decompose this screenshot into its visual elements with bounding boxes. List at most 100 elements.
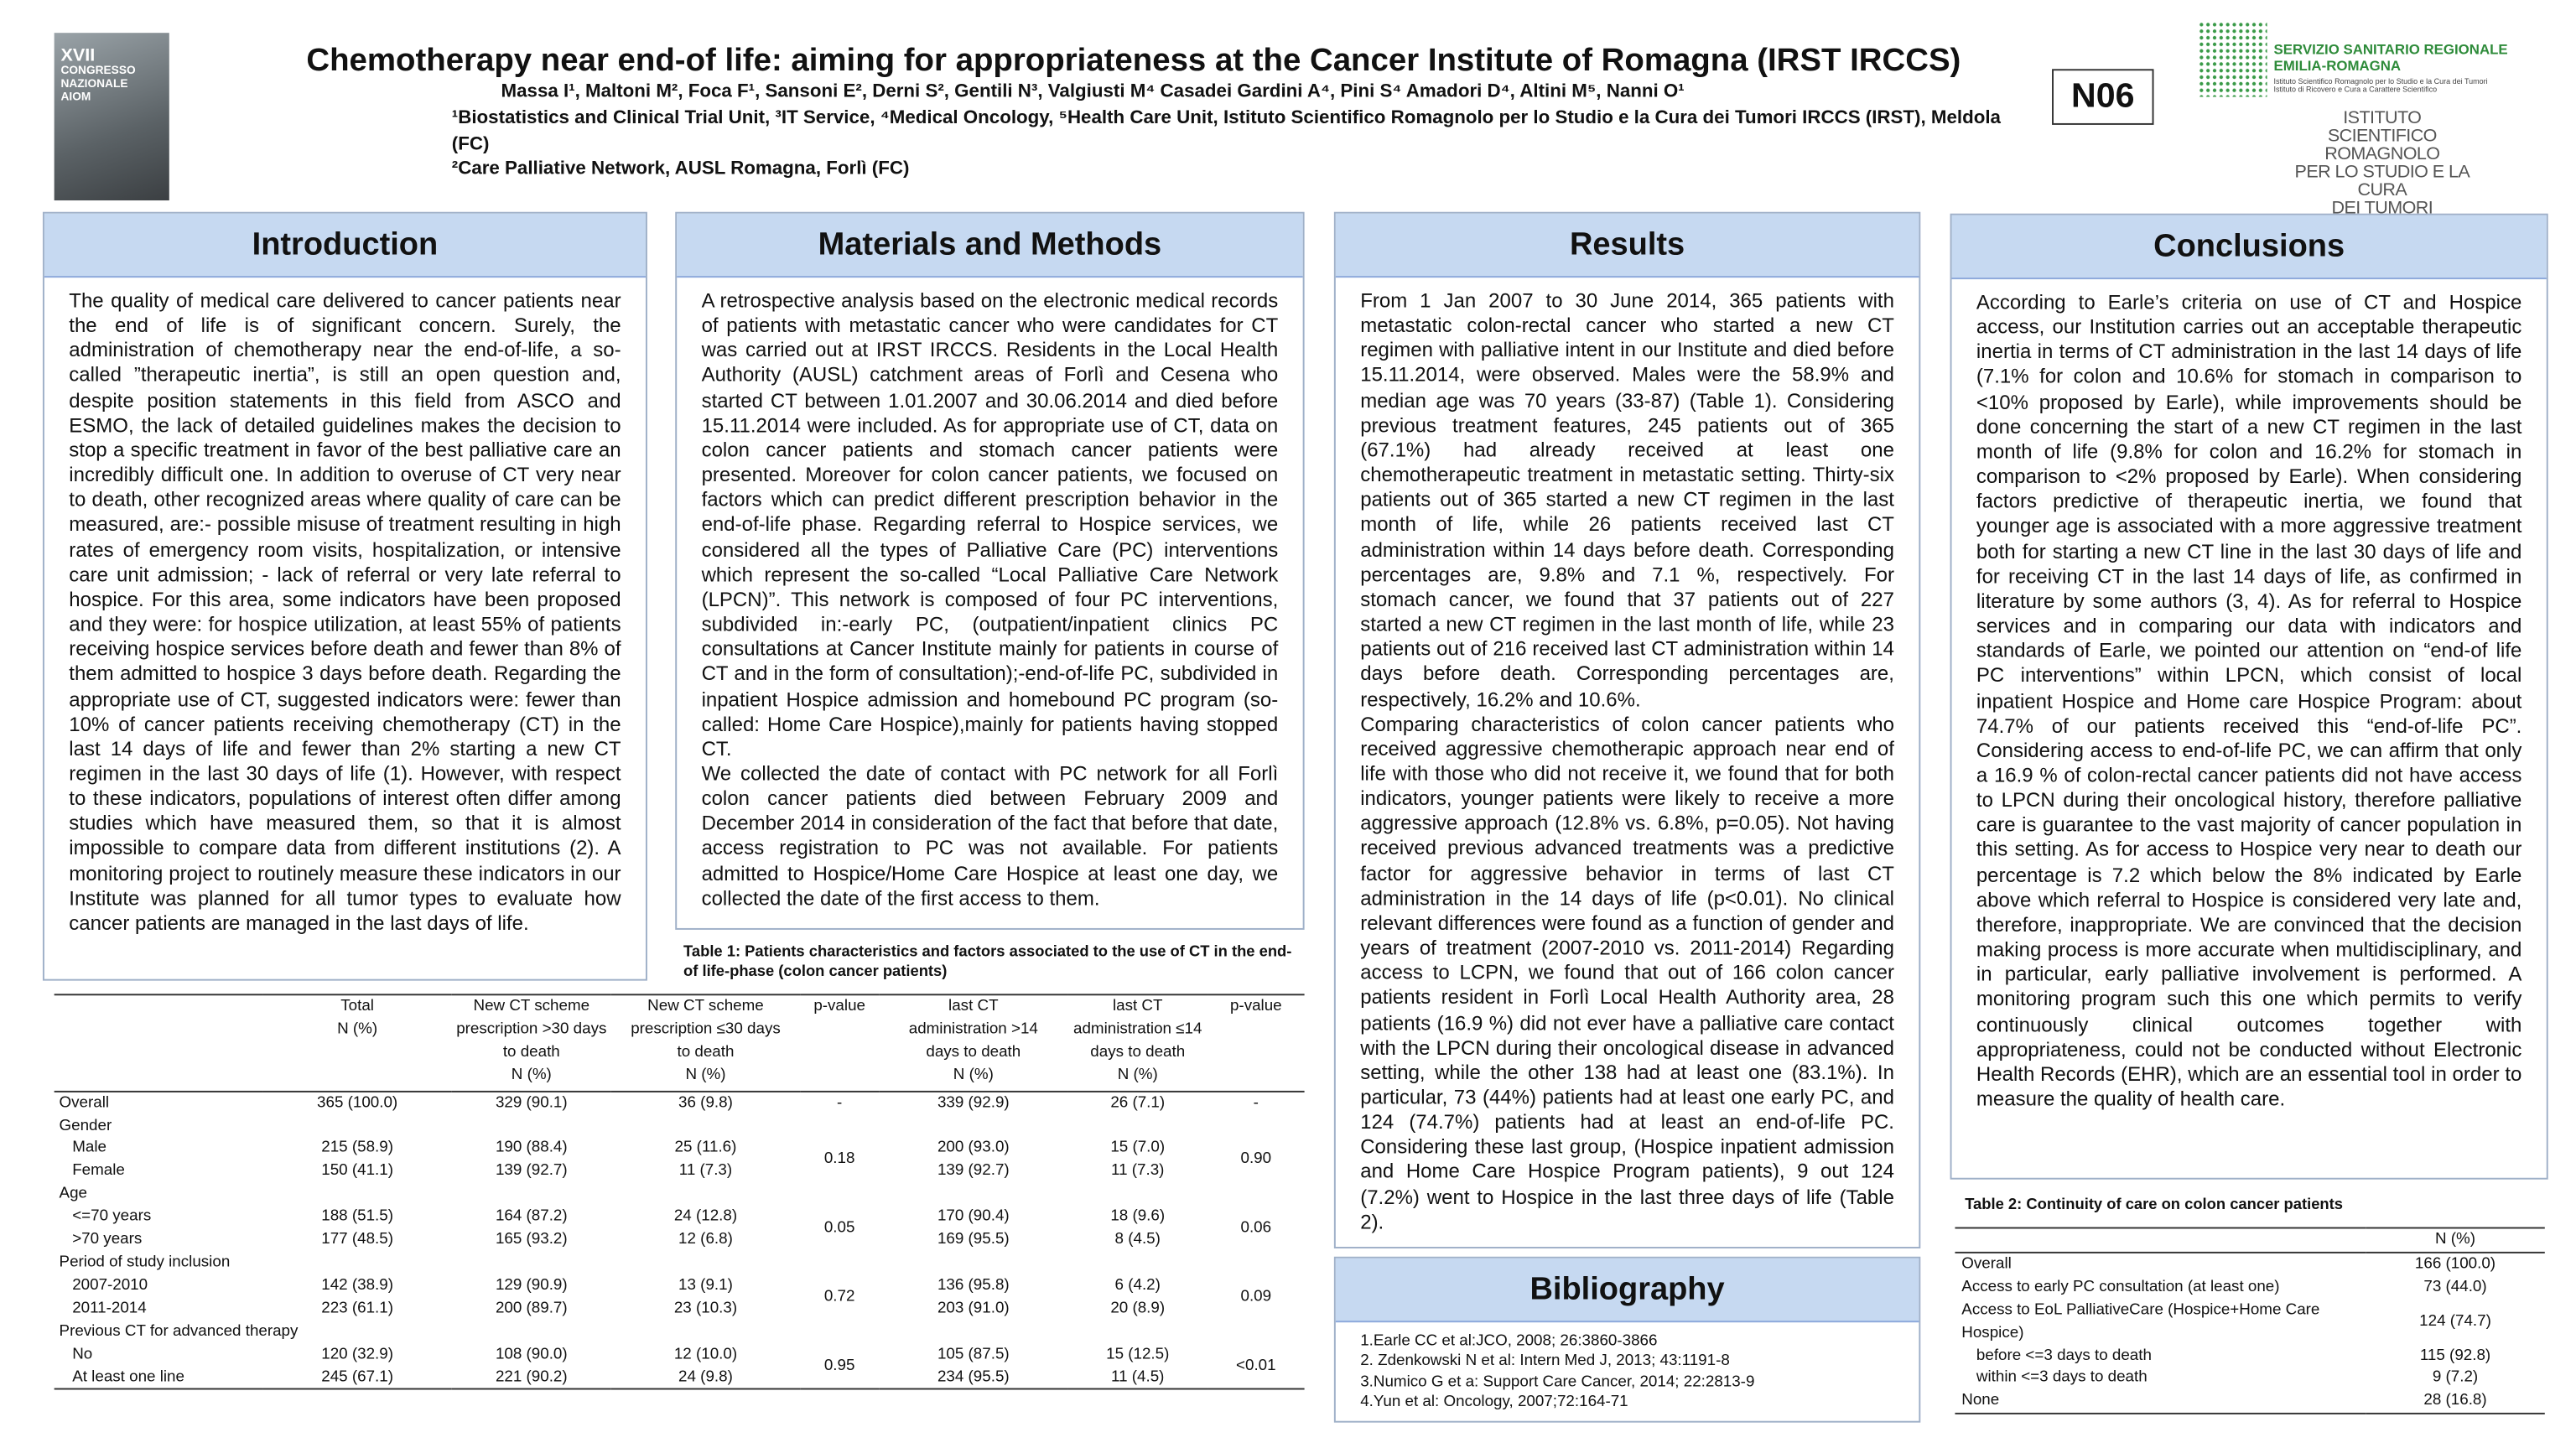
- column-header: New CT scheme prescription >30 days to d…: [451, 994, 611, 1092]
- p-value: 0.90: [1240, 1150, 1272, 1169]
- cell: 12 (10.0): [673, 1344, 738, 1363]
- group-row: Gender: [55, 1114, 1305, 1137]
- section-body: A retrospective analysis based on the el…: [702, 289, 1279, 911]
- logo-text: Istituto Scientifico Romagnolo per lo St…: [2273, 77, 2488, 86]
- cell: 28 (16.8): [2423, 1392, 2487, 1410]
- cell: 9 (7.2): [2432, 1368, 2479, 1388]
- cell: 11 (7.3): [678, 1161, 733, 1181]
- cell: 15 (7.0): [1110, 1139, 1166, 1158]
- paragraph: According to Earle’s criteria on use of …: [1976, 290, 2522, 1111]
- p-value: -: [836, 1093, 843, 1112]
- cell: 190 (88.4): [495, 1139, 568, 1158]
- reference: 3.Numico G et a: Support Care Cancer, 20…: [1360, 1373, 1755, 1392]
- cell: 200 (93.0): [937, 1139, 1010, 1158]
- cell: 23 (10.3): [673, 1299, 738, 1317]
- cell: 339 (92.9): [937, 1093, 1010, 1112]
- cell: 139 (92.7): [937, 1161, 1010, 1181]
- paragraph: A retrospective analysis based on the el…: [701, 288, 1279, 760]
- cell: 139 (92.7): [495, 1161, 568, 1181]
- cell: 13 (9.1): [678, 1276, 733, 1295]
- reference: 2. Zdenkowski N et al: Intern Med J, 201…: [1360, 1352, 1730, 1371]
- section-body: The quality of medical care delivered to…: [69, 289, 621, 937]
- irst-logo: ISTITUTO SCIENTIFICO ROMAGNOLO PER LO STUDI…: [2292, 109, 2473, 218]
- table-caption: Table 1: Patients characteristics and fa…: [683, 941, 1292, 979]
- p-value: -: [1253, 1093, 1259, 1112]
- cell: 73 (44.0): [2423, 1277, 2487, 1296]
- cell: 365 (100.0): [317, 1093, 398, 1112]
- cell: 8 (4.5): [1114, 1230, 1161, 1249]
- row-label: before <=3 days to death: [1976, 1346, 2152, 1365]
- table-row: Male 215 (58.9) 190 (88.4) 25 (11.6) 0.18 200…: [55, 1138, 1305, 1169]
- cell: 26 (7.1): [1110, 1093, 1166, 1112]
- p-value: 0.72: [823, 1287, 855, 1306]
- p-value: 0.09: [1240, 1287, 1272, 1306]
- group-row: Previous CT for advanced therapy: [55, 1321, 1305, 1343]
- cell: 166 (100.0): [2414, 1254, 2496, 1274]
- p-value: 0.06: [1240, 1218, 1272, 1238]
- paragraph: The quality of medical care delivered to…: [69, 288, 621, 935]
- table-corner: [1955, 1227, 2366, 1253]
- section-title: Materials and Methods: [677, 213, 1303, 278]
- group-label: Period of study inclusion: [59, 1253, 231, 1272]
- cell: 150 (41.1): [321, 1161, 393, 1181]
- table-row: Overall 365 (100.0) 329 (90.1) 36 (9.8) - 339…: [55, 1091, 1305, 1114]
- row-label: >70 years: [72, 1230, 143, 1249]
- row-label: Overall: [59, 1093, 110, 1112]
- reference: 4.Yun et al: Oncology, 2007;72:164-71: [1360, 1393, 1628, 1412]
- cell: 11 (4.5): [1111, 1368, 1165, 1386]
- cell: 136 (95.8): [937, 1276, 1010, 1295]
- cell: 170 (90.4): [937, 1207, 1010, 1226]
- table-row: No 120 (32.9) 108 (90.0) 12 (10.0) 0.95 105 (…: [55, 1343, 1305, 1374]
- p-value: 0.18: [823, 1150, 855, 1169]
- paragraph: Comparing characteristics of colon cance…: [1360, 712, 1894, 1233]
- event-text: AIOM: [60, 91, 91, 104]
- table-row: Overall 166 (100.0): [1955, 1253, 2544, 1276]
- affiliation: ¹Biostatistics and Clinical Trial Unit, …: [451, 108, 2001, 154]
- group-label: Previous CT for advanced therapy: [59, 1321, 299, 1341]
- cell: 203 (91.0): [937, 1299, 1010, 1317]
- cell: 120 (32.9): [321, 1344, 393, 1363]
- table-row: >70 years 177 (48.5) 165 (93.2) 12 (6.8) 169…: [55, 1229, 1305, 1252]
- cell: 188 (51.5): [321, 1207, 393, 1226]
- table: N (%) Overall 166 (100.0) Access to early …: [1955, 1227, 2545, 1415]
- logo-text: ROMAGNOLO: [2324, 144, 2440, 164]
- logo-text: PER LO STUDIO E LA CURA: [2294, 162, 2470, 201]
- column-header: N (%): [2366, 1227, 2545, 1253]
- table-corner: [54, 994, 263, 1092]
- cell: 36 (9.8): [678, 1093, 733, 1112]
- group-row: Period of study inclusion: [55, 1252, 1305, 1274]
- table-row: 2011-2014 223 (61.1) 200 (89.7) 23 (10.3) 20…: [55, 1297, 1305, 1320]
- section: Bibliography 1.Earle CC et al:JCO, 2008;…: [1333, 1256, 1921, 1423]
- logo-text: EMILIA-ROMAGNA: [2273, 57, 2402, 75]
- row-label: Male: [72, 1139, 106, 1158]
- paragraph: From 1 Jan 2007 to 30 June 2014, 365 pat…: [1360, 288, 1894, 711]
- cell: 142 (38.9): [321, 1276, 393, 1295]
- cell: 115 (92.8): [2419, 1346, 2491, 1365]
- affiliation: ²Care Palliative Network, AUSL Romagna, …: [451, 159, 910, 179]
- table-header: N (%): [1955, 1227, 2545, 1253]
- table-row: before <=3 days to death 115 (92.8): [1955, 1345, 2544, 1368]
- cell: 245 (67.1): [321, 1368, 393, 1386]
- cell: 6 (4.2): [1114, 1276, 1161, 1295]
- group-row: Age: [55, 1183, 1305, 1206]
- poster-title: Chemotherapy near end-of life: aiming fo…: [306, 42, 1961, 80]
- table-row: <=70 years 188 (51.5) 164 (87.2) 24 (12.8) 0…: [55, 1206, 1305, 1237]
- row-label: None: [1961, 1392, 2000, 1410]
- cell: 25 (11.6): [674, 1139, 737, 1158]
- row-label: Access to early PC consultation (at leas…: [1961, 1277, 2280, 1296]
- cell: 223 (61.1): [321, 1299, 393, 1317]
- section-title: Introduction: [44, 213, 646, 278]
- cell: 11 (7.3): [1111, 1161, 1165, 1181]
- section-body: According to Earle’s criteria on use of …: [1976, 291, 2521, 1113]
- paragraph: We collected the date of contact with PC…: [701, 762, 1279, 910]
- reference: 1.Earle CC et al:JCO, 2008; 26:3860-3866: [1360, 1331, 1658, 1351]
- p-value: 0.95: [823, 1356, 855, 1374]
- column-header: p-value: [800, 994, 880, 1092]
- logo-text: SCIENTIFICO: [2327, 126, 2438, 147]
- event-image: XVII CONGRESSO NAZIONALE AIOM: [54, 33, 169, 201]
- p-value: 0.05: [823, 1218, 855, 1238]
- cell: 108 (90.0): [495, 1344, 568, 1363]
- section-title: Results: [1335, 213, 1919, 278]
- row-label: No: [72, 1344, 93, 1363]
